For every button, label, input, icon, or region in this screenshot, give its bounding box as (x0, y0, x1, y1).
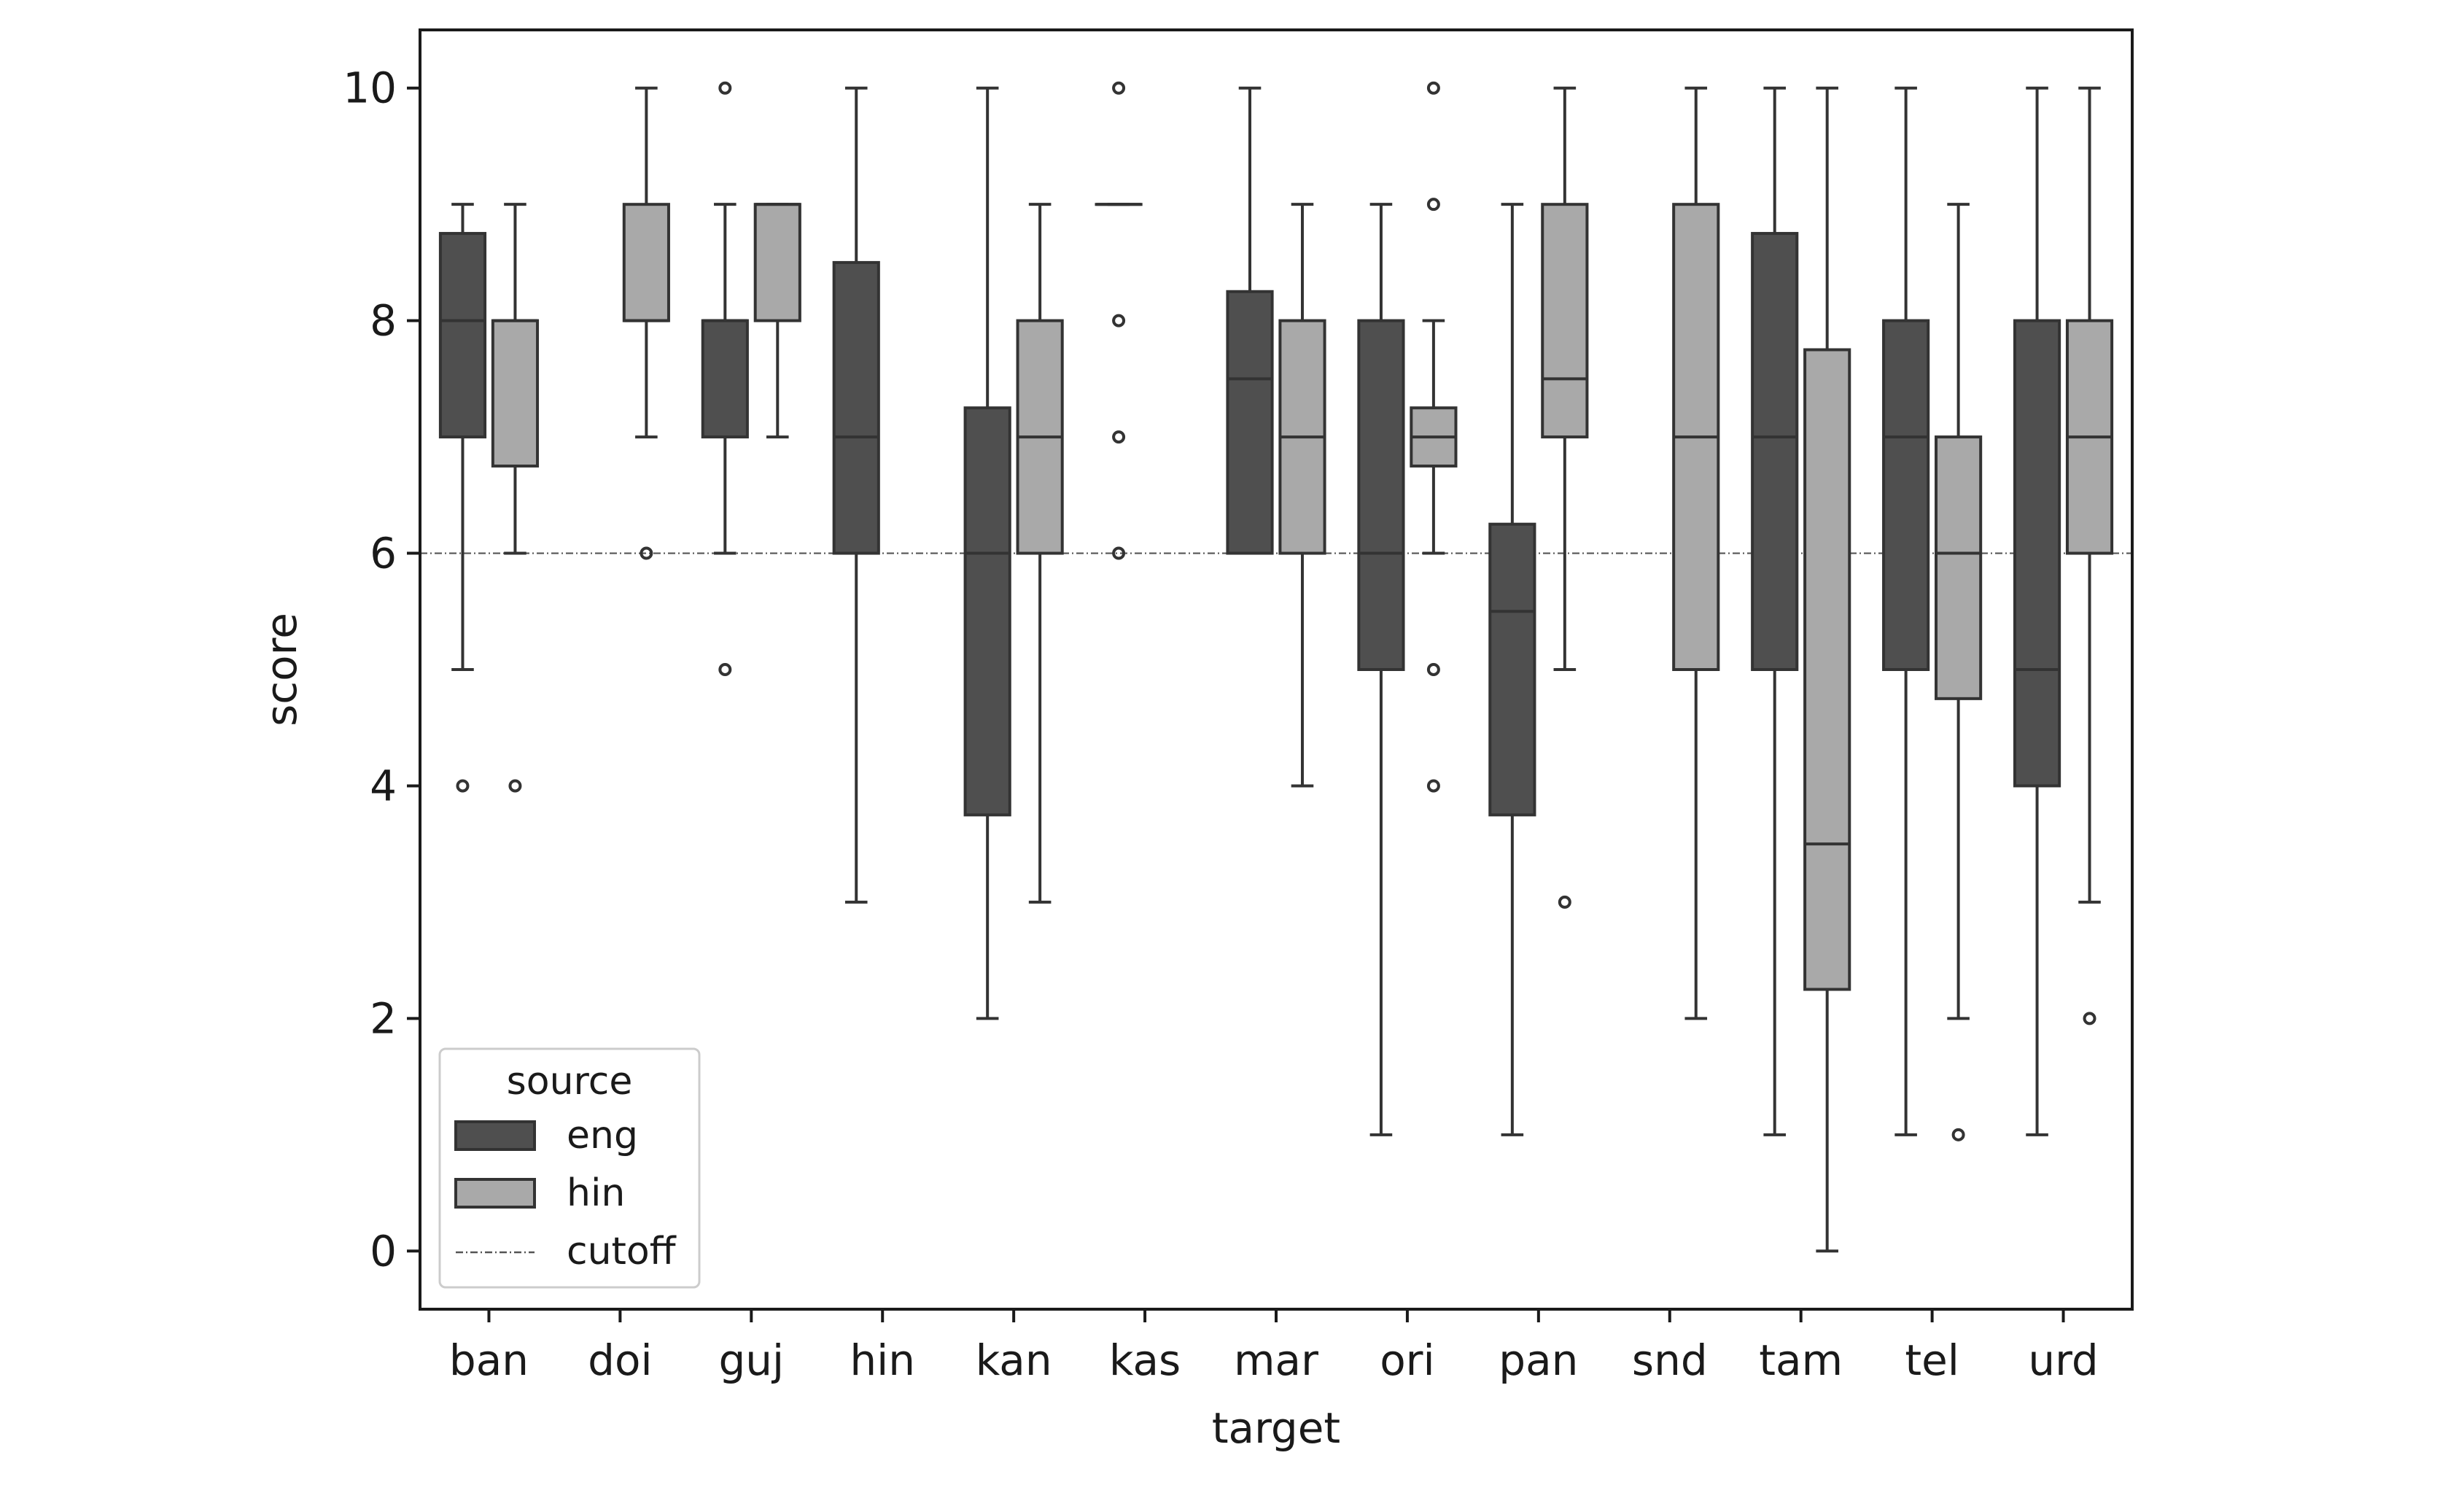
box-eng-urd (2013, 86, 2061, 1136)
x-axis: ban doi guj hin kan kas mar ori pan snd tam tel urd (449, 1309, 2099, 1385)
iqr-box-eng-ban (438, 232, 487, 439)
flier-eng-guj-0 (718, 81, 732, 95)
iqr-box-hin-ban (491, 319, 540, 468)
box-hin-pan (1541, 86, 1589, 909)
boxes-layer (438, 81, 2114, 1253)
legend-label-eng: eng (567, 1114, 638, 1157)
box-eng-kas (1095, 81, 1143, 560)
legend: source eng hin cutoff (438, 1047, 701, 1289)
flier-hin-pan-0 (1558, 895, 1571, 909)
box-hin-guj (753, 203, 801, 439)
box-hin-ori (1410, 81, 1458, 793)
x-axis-label: target (1212, 1403, 1340, 1453)
x-tick-label-kas: kas (1109, 1335, 1181, 1385)
box-eng-ban (438, 203, 487, 793)
y-tick-label-0: 0 (370, 1226, 397, 1276)
flier-hin-ban-0 (508, 779, 522, 793)
legend-swatch-hin (454, 1178, 536, 1209)
x-tick-label-urd: urd (2028, 1335, 2098, 1385)
x-tick-label-snd: snd (1632, 1335, 1708, 1385)
y-tick-label-2: 2 (370, 993, 397, 1043)
iqr-box-eng-hin (832, 260, 880, 555)
x-tick-label-ori: ori (1380, 1335, 1434, 1385)
x-tick-label-pan: pan (1499, 1335, 1578, 1385)
iqr-box-eng-mar (1226, 290, 1274, 555)
y-axis-label: score (257, 613, 306, 726)
y-tick-label-8: 8 (370, 296, 397, 346)
legend-label-cutoff: cutoff (567, 1230, 677, 1273)
y-tick-label-4: 4 (370, 761, 397, 810)
box-eng-pan (1488, 203, 1536, 1136)
flier-hin-ori-2 (1426, 663, 1440, 676)
iqr-box-eng-urd (2013, 319, 2061, 788)
iqr-box-hin-guj (753, 203, 801, 322)
x-tick-label-kan: kan (976, 1335, 1052, 1385)
iqr-box-eng-pan (1488, 522, 1536, 817)
y-axis: 0 2 4 6 8 10 (343, 63, 420, 1276)
box-eng-mar (1226, 86, 1274, 555)
flier-hin-tel-0 (1951, 1128, 1965, 1141)
flier-hin-doi-0 (640, 546, 653, 560)
box-hin-ban (491, 203, 540, 793)
box-eng-kan (963, 86, 1011, 1020)
x-tick-label-tam: tam (1759, 1335, 1843, 1385)
box-hin-doi (622, 86, 670, 560)
flier-hin-ori-0 (1426, 81, 1440, 95)
box-eng-hin (832, 86, 880, 904)
box-hin-mar (1278, 203, 1326, 788)
iqr-box-eng-ori (1357, 319, 1405, 671)
box-hin-urd (2065, 86, 2114, 1025)
flier-eng-guj-1 (718, 663, 732, 676)
flier-hin-ori-3 (1426, 779, 1440, 793)
flier-eng-kas-3 (1112, 546, 1126, 560)
iqr-box-eng-kan (963, 406, 1011, 817)
iqr-box-eng-tam (1751, 232, 1799, 671)
legend-swatch-eng (454, 1120, 536, 1151)
x-tick-label-tel: tel (1905, 1335, 1959, 1385)
x-tick-label-hin: hin (850, 1335, 915, 1385)
box-eng-tel (1882, 86, 1930, 1136)
iqr-box-hin-pan (1541, 203, 1589, 439)
x-tick-label-doi: doi (588, 1335, 652, 1385)
flier-hin-urd-0 (2083, 1012, 2096, 1025)
iqr-box-hin-tel (1935, 435, 1983, 700)
legend-label-hin: hin (567, 1171, 625, 1215)
box-hin-snd (1672, 86, 1720, 1020)
legend-title: source (507, 1060, 633, 1104)
y-tick-label-6: 6 (370, 529, 397, 578)
flier-eng-ban-0 (456, 779, 470, 793)
box-hin-tel (1935, 203, 1983, 1141)
flier-hin-ori-1 (1426, 198, 1440, 212)
x-tick-label-mar: mar (1234, 1335, 1318, 1385)
legend-frame (438, 1047, 701, 1289)
box-eng-guj (701, 81, 749, 676)
iqr-box-eng-tel (1882, 319, 1930, 671)
box-hin-tam (1803, 86, 1851, 1253)
y-tick-label-10: 10 (343, 63, 397, 113)
flier-eng-kas-1 (1112, 314, 1126, 327)
x-tick-label-ban: ban (449, 1335, 529, 1385)
box-hin-kan (1016, 203, 1064, 904)
x-tick-label-guj: guj (718, 1335, 784, 1385)
iqr-box-hin-tam (1803, 348, 1851, 991)
box-eng-tam (1751, 86, 1799, 1136)
flier-eng-kas-0 (1112, 81, 1126, 95)
iqr-box-hin-doi (622, 203, 670, 322)
iqr-box-eng-guj (701, 319, 749, 439)
flier-eng-kas-2 (1112, 430, 1126, 444)
box-eng-ori (1357, 203, 1405, 1136)
